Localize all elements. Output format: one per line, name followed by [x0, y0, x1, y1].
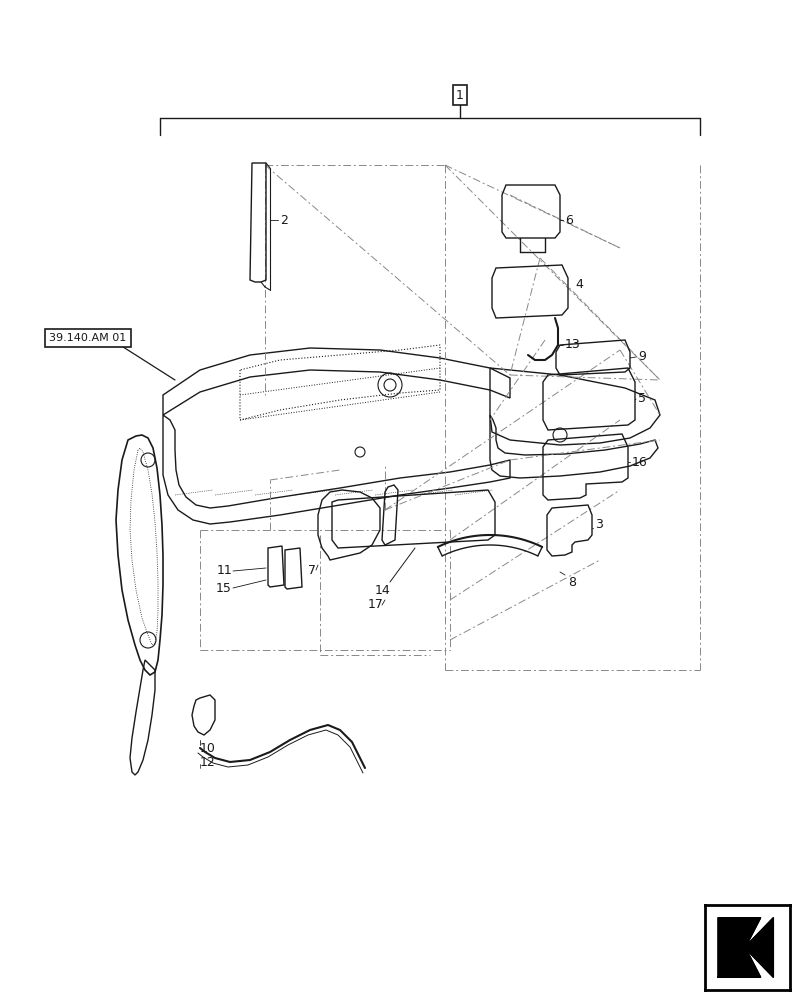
Text: 8: 8 — [568, 576, 575, 588]
Text: 14: 14 — [375, 584, 390, 596]
Text: 3: 3 — [594, 518, 602, 532]
Text: 6: 6 — [564, 214, 573, 227]
Text: 16: 16 — [631, 456, 647, 468]
Text: 15: 15 — [216, 582, 232, 594]
Text: 5: 5 — [637, 391, 646, 404]
Text: 7: 7 — [307, 564, 315, 576]
Polygon shape — [717, 918, 772, 977]
Text: 11: 11 — [216, 564, 232, 576]
Text: 10: 10 — [200, 742, 216, 754]
Text: 17: 17 — [367, 598, 384, 611]
Text: 1: 1 — [456, 89, 463, 102]
Text: 9: 9 — [637, 351, 645, 363]
Text: 12: 12 — [200, 756, 216, 768]
Text: 13: 13 — [564, 338, 580, 352]
Text: 39.140.AM 01: 39.140.AM 01 — [49, 333, 127, 343]
Text: 4: 4 — [574, 278, 582, 292]
Text: 2: 2 — [280, 214, 288, 227]
